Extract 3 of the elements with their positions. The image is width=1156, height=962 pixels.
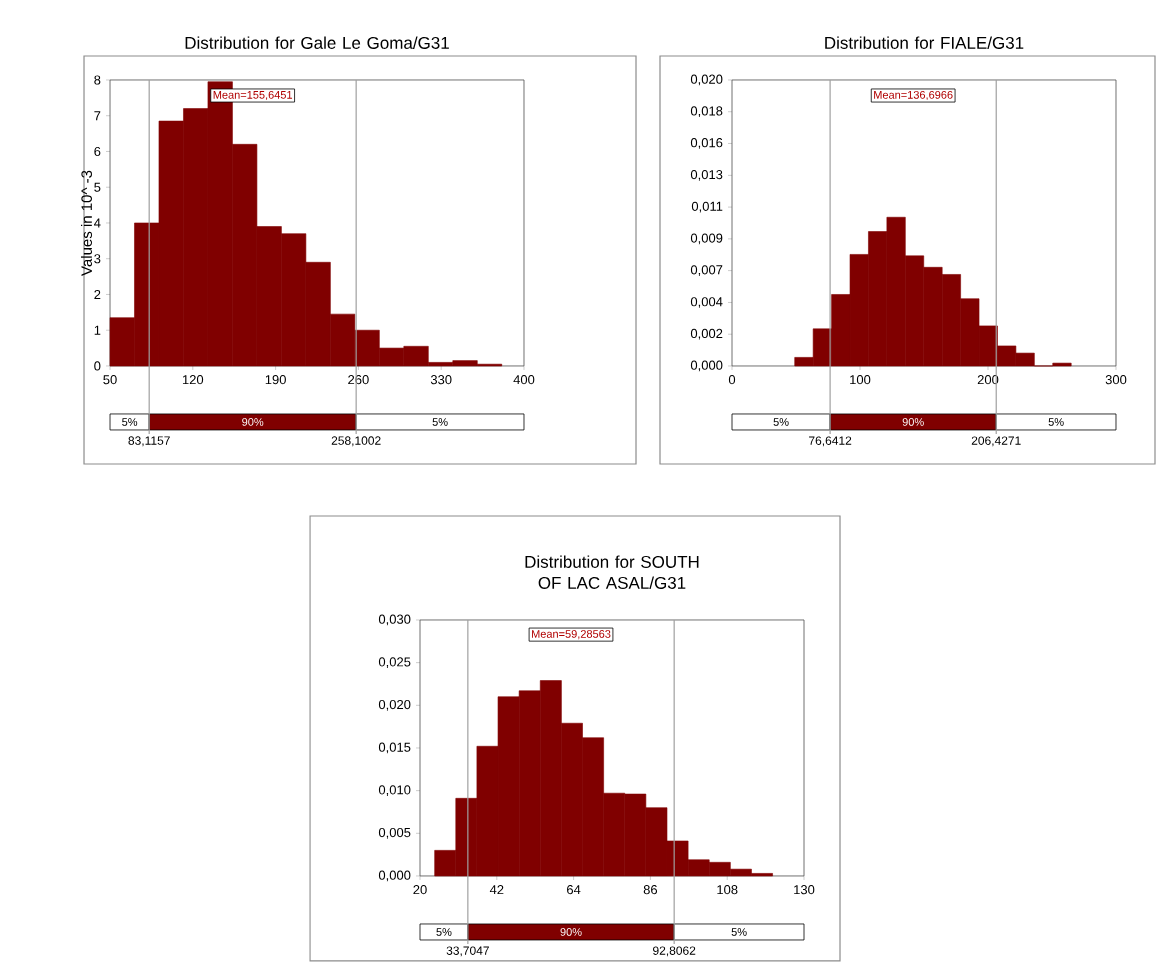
- chart-title: Distribution for FIALE/G31: [825, 36, 1024, 49]
- chart-title: Distribution for SOUTH OF LAC ASAL/G31: [525, 555, 699, 589]
- chart-title: Distribution for Gale Le Goma/G31: [185, 36, 449, 49]
